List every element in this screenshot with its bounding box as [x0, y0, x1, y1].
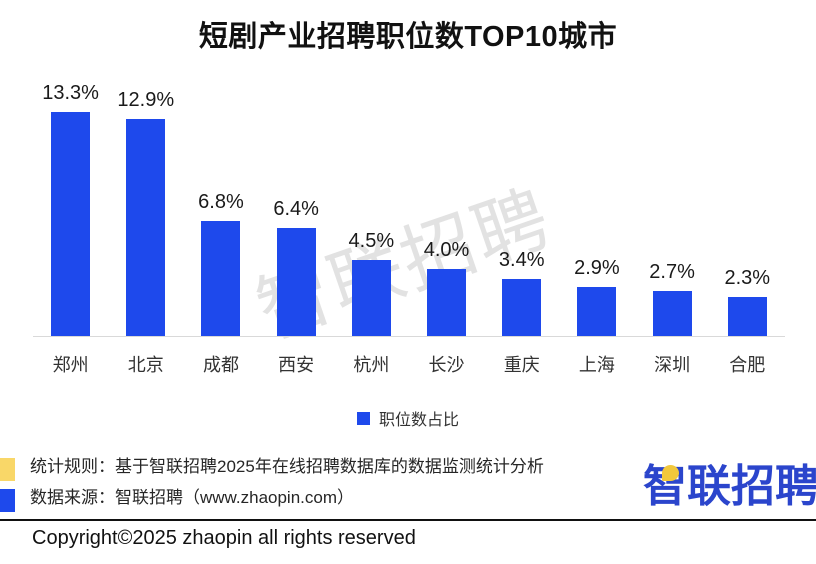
- bar-city-label: 上海: [578, 355, 615, 375]
- bar: [51, 112, 91, 336]
- bar-column: 4.0%: [409, 0, 484, 336]
- bar-chart: 13.3% 12.9% 6.8% 6.4% 4.5% 4.0% 3.4% 2.9% 2.7% 2.…: [33, 0, 785, 377]
- bar-column: 4.5%: [334, 0, 409, 336]
- bar-value-label: 12.9%: [117, 89, 175, 111]
- bar: [126, 119, 166, 336]
- bar-city-label: 北京: [127, 355, 164, 375]
- bar-value-label: 4.0%: [423, 239, 470, 261]
- logo-rest-text: 联招聘: [687, 462, 816, 511]
- bar-city-label: 成都: [202, 355, 239, 375]
- bar: [201, 221, 241, 336]
- stat-rule-note: 统计规则：基于智联招聘2025年在线招聘数据库的数据监测统计分析: [30, 457, 544, 476]
- bar: [652, 291, 692, 336]
- bar-city-label: 深圳: [654, 355, 691, 375]
- bar: [276, 228, 316, 336]
- note-swatch-yellow-icon: [0, 458, 15, 481]
- bar-column: 2.9%: [559, 0, 634, 336]
- bar-value-label: 4.5%: [348, 230, 395, 252]
- chart-title: 短剧产业招聘职位数TOP10城市: [198, 21, 618, 53]
- bar-column: 2.7%: [635, 0, 710, 336]
- bar: [351, 260, 391, 336]
- bar: [577, 287, 617, 336]
- bar-city-label: 杭州: [353, 355, 390, 375]
- speech-bubble-icon: [662, 465, 679, 481]
- bar: [427, 269, 467, 336]
- bar-city-label: 郑州: [52, 355, 89, 375]
- bar-column: 6.4%: [259, 0, 334, 336]
- bar-city-label: 西安: [278, 355, 315, 375]
- bar: [727, 297, 767, 336]
- note-swatch-blue-icon: [0, 489, 15, 512]
- bar-value-label: 6.8%: [198, 191, 244, 213]
- bar-value-label: 2.9%: [574, 257, 620, 279]
- legend-label: 职位数占比: [378, 412, 459, 429]
- bar-city-label: 长沙: [428, 355, 465, 375]
- bar: [502, 279, 542, 336]
- legend-swatch-icon: [356, 411, 370, 425]
- copyright-text: Copyright©2025 zhaopin all rights reserv…: [32, 527, 416, 549]
- divider-line: [0, 519, 816, 521]
- legend: 职位数占比: [0, 406, 816, 430]
- zhaopin-logo: 智联招聘: [643, 462, 816, 511]
- bar-column: 6.8%: [183, 0, 258, 336]
- bar-city-label: 重庆: [503, 355, 540, 375]
- bar-value-label: 2.3%: [724, 267, 771, 289]
- bar-value-label: 13.3%: [42, 82, 99, 104]
- bar-value-label: 6.4%: [273, 198, 319, 220]
- city-labels-row: 郑州 北京 成都 西安 杭州 长沙 重庆 上海 深圳 合肥: [33, 337, 785, 377]
- data-source-note: 数据来源：智联招聘（www.zhaopin.com）: [30, 488, 355, 507]
- bar-value-label: 3.4%: [498, 249, 545, 271]
- bar-column: 2.3%: [710, 0, 785, 336]
- bar-column: 13.3%: [33, 0, 108, 336]
- bar-city-label: 合肥: [729, 355, 766, 375]
- bars-area: 13.3% 12.9% 6.8% 6.4% 4.5% 4.0% 3.4% 2.9% 2.7% 2.…: [33, 0, 785, 337]
- bar-column: 3.4%: [484, 0, 559, 336]
- bar-column: 12.9%: [108, 0, 183, 336]
- bar-value-label: 2.7%: [649, 261, 695, 283]
